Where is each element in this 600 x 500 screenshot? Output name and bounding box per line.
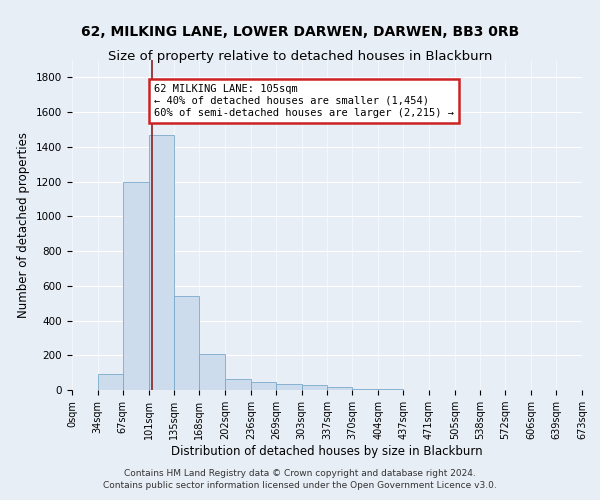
- Text: Size of property relative to detached houses in Blackburn: Size of property relative to detached ho…: [108, 50, 492, 63]
- Y-axis label: Number of detached properties: Number of detached properties: [17, 132, 31, 318]
- Text: 62 MILKING LANE: 105sqm
← 40% of detached houses are smaller (1,454)
60% of semi: 62 MILKING LANE: 105sqm ← 40% of detache…: [154, 84, 454, 117]
- Bar: [302, 385, 328, 390]
- Bar: [276, 384, 302, 390]
- Bar: [251, 382, 276, 390]
- Bar: [149, 134, 175, 390]
- Bar: [199, 354, 225, 390]
- Bar: [352, 388, 378, 390]
- Bar: [175, 296, 199, 390]
- Bar: [225, 378, 251, 390]
- Bar: [328, 388, 352, 390]
- Bar: [98, 374, 123, 390]
- Text: 62, MILKING LANE, LOWER DARWEN, DARWEN, BB3 0RB: 62, MILKING LANE, LOWER DARWEN, DARWEN, …: [81, 25, 519, 39]
- Bar: [123, 182, 149, 390]
- X-axis label: Distribution of detached houses by size in Blackburn: Distribution of detached houses by size …: [171, 445, 483, 458]
- Text: Contains HM Land Registry data © Crown copyright and database right 2024.
Contai: Contains HM Land Registry data © Crown c…: [103, 468, 497, 490]
